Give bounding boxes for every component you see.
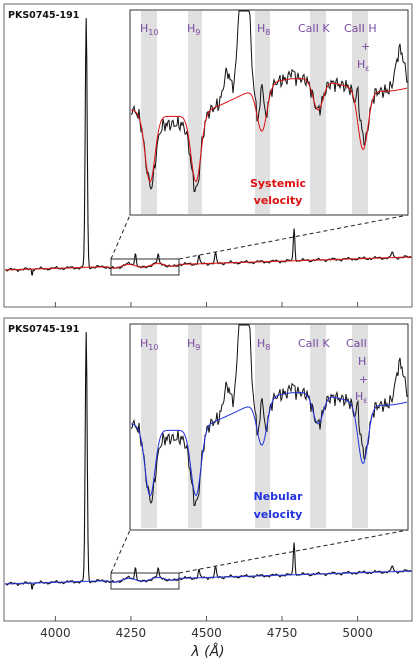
velocity-label-line1: Nebular bbox=[254, 490, 304, 503]
line-band bbox=[255, 11, 270, 214]
object-name: PKS0745-191 bbox=[8, 10, 79, 21]
line-labels: H10 H9 H8 CaII K CaII H + Hε bbox=[140, 22, 377, 73]
main-spectrum bbox=[4, 18, 412, 276]
inset-model-spectrum bbox=[130, 392, 408, 497]
label-plus: + bbox=[361, 40, 370, 53]
label-h9: H9 bbox=[187, 22, 200, 37]
zoom-box bbox=[110, 572, 180, 590]
label-h: H bbox=[358, 355, 366, 368]
line-band bbox=[141, 11, 157, 214]
label-caii-h: CaII H bbox=[344, 22, 377, 35]
line-band bbox=[141, 325, 157, 528]
label-caii: CaII bbox=[346, 337, 367, 350]
inset: H10 H9 H8 CaII K CaII H + Hε Systemic ve… bbox=[129, 9, 409, 216]
label-h-epsilon: Hε bbox=[355, 390, 368, 405]
panel-frame bbox=[3, 3, 413, 308]
label-plus: + bbox=[359, 373, 368, 386]
label-h10: H10 bbox=[140, 337, 158, 352]
velocity-label-line2: velocity bbox=[254, 508, 303, 521]
zoom-connector-right bbox=[178, 214, 409, 260]
x-axis: 4000 4250 4500 4750 5000 bbox=[40, 302, 373, 640]
panel-systemic: PKS0745-191 H10 H9 H8 CaII K CaII H + Hε… bbox=[3, 3, 413, 308]
model-spectrum bbox=[5, 256, 412, 271]
main-spectrum bbox=[4, 332, 412, 590]
panel-nebular: PKS0745-191 H10 H9 H8 CaII K CaII H + Hε… bbox=[3, 317, 413, 622]
line-band bbox=[188, 325, 202, 528]
x-tick-label: 5000 bbox=[342, 626, 373, 640]
line-band bbox=[188, 11, 202, 214]
velocity-label-line2: velocity bbox=[254, 194, 303, 207]
zoom-connector-right bbox=[178, 529, 409, 574]
x-axis-label: λ (Å) bbox=[190, 643, 224, 660]
label-h8: H8 bbox=[257, 22, 270, 37]
line-band bbox=[352, 325, 368, 528]
velocity-label-line1: Systemic bbox=[250, 177, 306, 190]
line-band bbox=[255, 325, 270, 528]
label-h10: H10 bbox=[140, 22, 158, 37]
line-labels: H10 H9 H8 CaII K CaII H + Hε bbox=[140, 337, 368, 405]
x-tick-label: 4750 bbox=[267, 626, 298, 640]
x-tick-label: 4500 bbox=[191, 626, 222, 640]
label-caii-k: CaII K bbox=[298, 22, 330, 35]
x-tick-label: 4000 bbox=[40, 626, 71, 640]
line-band bbox=[310, 325, 326, 528]
line-band bbox=[310, 11, 326, 214]
inset: H10 H9 H8 CaII K CaII H + Hε Nebular vel… bbox=[129, 323, 409, 531]
object-name: PKS0745-191 bbox=[8, 324, 79, 335]
label-h9: H9 bbox=[187, 337, 200, 352]
line-band bbox=[352, 11, 368, 214]
x-tick-label: 4250 bbox=[116, 626, 147, 640]
zoom-box bbox=[110, 258, 180, 276]
zoom-connector-left bbox=[110, 214, 131, 260]
zoom-connector-left bbox=[110, 529, 131, 574]
label-h8: H8 bbox=[257, 337, 270, 352]
inset-model-spectrum bbox=[130, 78, 408, 183]
label-caii-k: CaII K bbox=[298, 337, 330, 350]
panel-frame bbox=[3, 317, 413, 622]
label-h-epsilon: Hε bbox=[357, 58, 370, 73]
model-spectrum bbox=[5, 570, 412, 585]
